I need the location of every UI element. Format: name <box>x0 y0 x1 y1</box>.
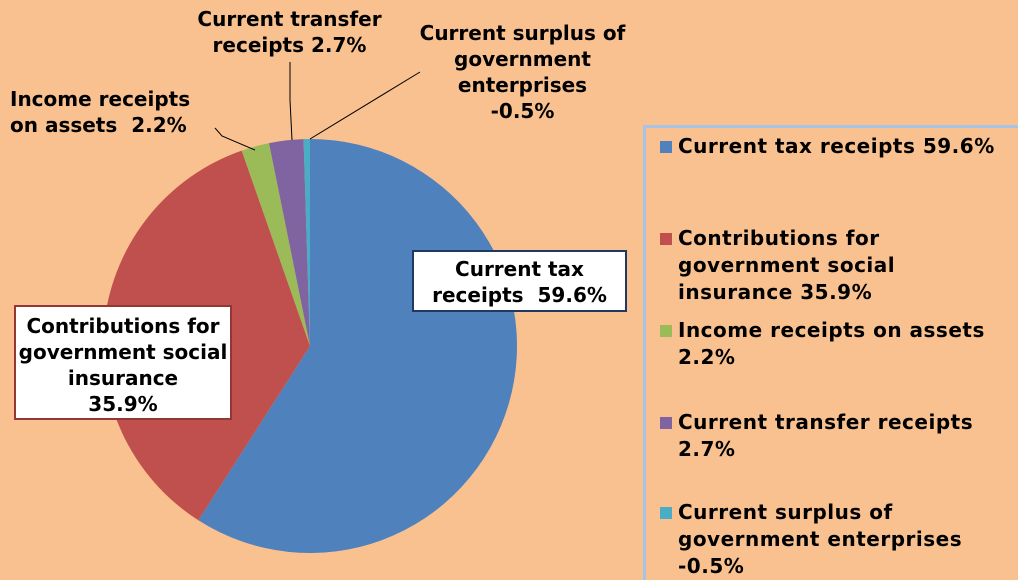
pie-slice <box>241 143 310 346</box>
legend: Current tax receipts 59.6% Contributions … <box>643 125 1018 580</box>
legend-text: Contributions for government social insu… <box>678 225 1010 306</box>
data-label: Income receipts on assets 2.2% <box>10 86 225 138</box>
legend-label: Income receipts on assets <box>678 318 985 342</box>
label-value: 59.6% <box>537 283 607 307</box>
label-value: -0.5% <box>490 99 555 123</box>
legend-swatch <box>660 507 672 519</box>
legend-value: 2.7% <box>678 437 736 461</box>
pie-slice <box>198 139 518 553</box>
label-name: Current surplus of government enterprise… <box>419 21 626 97</box>
pie-slice <box>303 139 310 346</box>
label-value: 35.9% <box>88 392 158 416</box>
legend-text: Current transfer receipts 2.7% <box>678 409 1010 463</box>
pie-slice <box>269 139 310 346</box>
legend-item: Current tax receipts 59.6% <box>660 133 1010 160</box>
leader-line <box>309 71 421 140</box>
legend-value: 59.6% <box>922 134 995 158</box>
legend-value: 35.9% <box>800 280 873 304</box>
label-name: Current tax receipts <box>432 257 584 307</box>
data-label: Current transfer receipts 2.7% <box>182 6 397 58</box>
leader-line <box>289 62 293 141</box>
legend-swatch <box>660 325 672 337</box>
legend-item: Current transfer receipts 2.7% <box>660 409 1010 463</box>
label-name: Current transfer receipts <box>197 7 382 57</box>
legend-label: Current surplus of government enterprise… <box>678 500 963 551</box>
legend-label: Contributions for government social insu… <box>678 226 896 304</box>
legend-swatch <box>660 417 672 429</box>
label-value: 2.7% <box>310 33 367 57</box>
leader-line <box>214 127 256 151</box>
legend-label: Current tax receipts <box>678 134 916 158</box>
legend-item: Income receipts on assets 2.2% <box>660 317 1010 371</box>
legend-value: -0.5% <box>678 554 745 578</box>
data-label: Contributions for government social insu… <box>14 305 232 420</box>
label-name: Income receipts on assets <box>10 87 191 137</box>
data-label: Current tax receipts 59.6% <box>412 250 627 312</box>
legend-item: Contributions for government social insu… <box>660 225 1010 306</box>
label-name: Contributions for government social insu… <box>18 314 228 390</box>
legend-text: Current surplus of government enterprise… <box>678 499 1010 580</box>
label-value: 2.2% <box>131 113 187 137</box>
legend-label: Current transfer receipts <box>678 410 974 434</box>
legend-text: Income receipts on assets 2.2% <box>678 317 1010 371</box>
data-label: Current surplus of government enterprise… <box>415 20 630 124</box>
legend-value: 2.2% <box>678 345 736 369</box>
legend-item: Current surplus of government enterprise… <box>660 499 1010 580</box>
legend-text: Current tax receipts 59.6% <box>678 133 1010 160</box>
legend-swatch <box>660 141 672 153</box>
legend-swatch <box>660 233 672 245</box>
